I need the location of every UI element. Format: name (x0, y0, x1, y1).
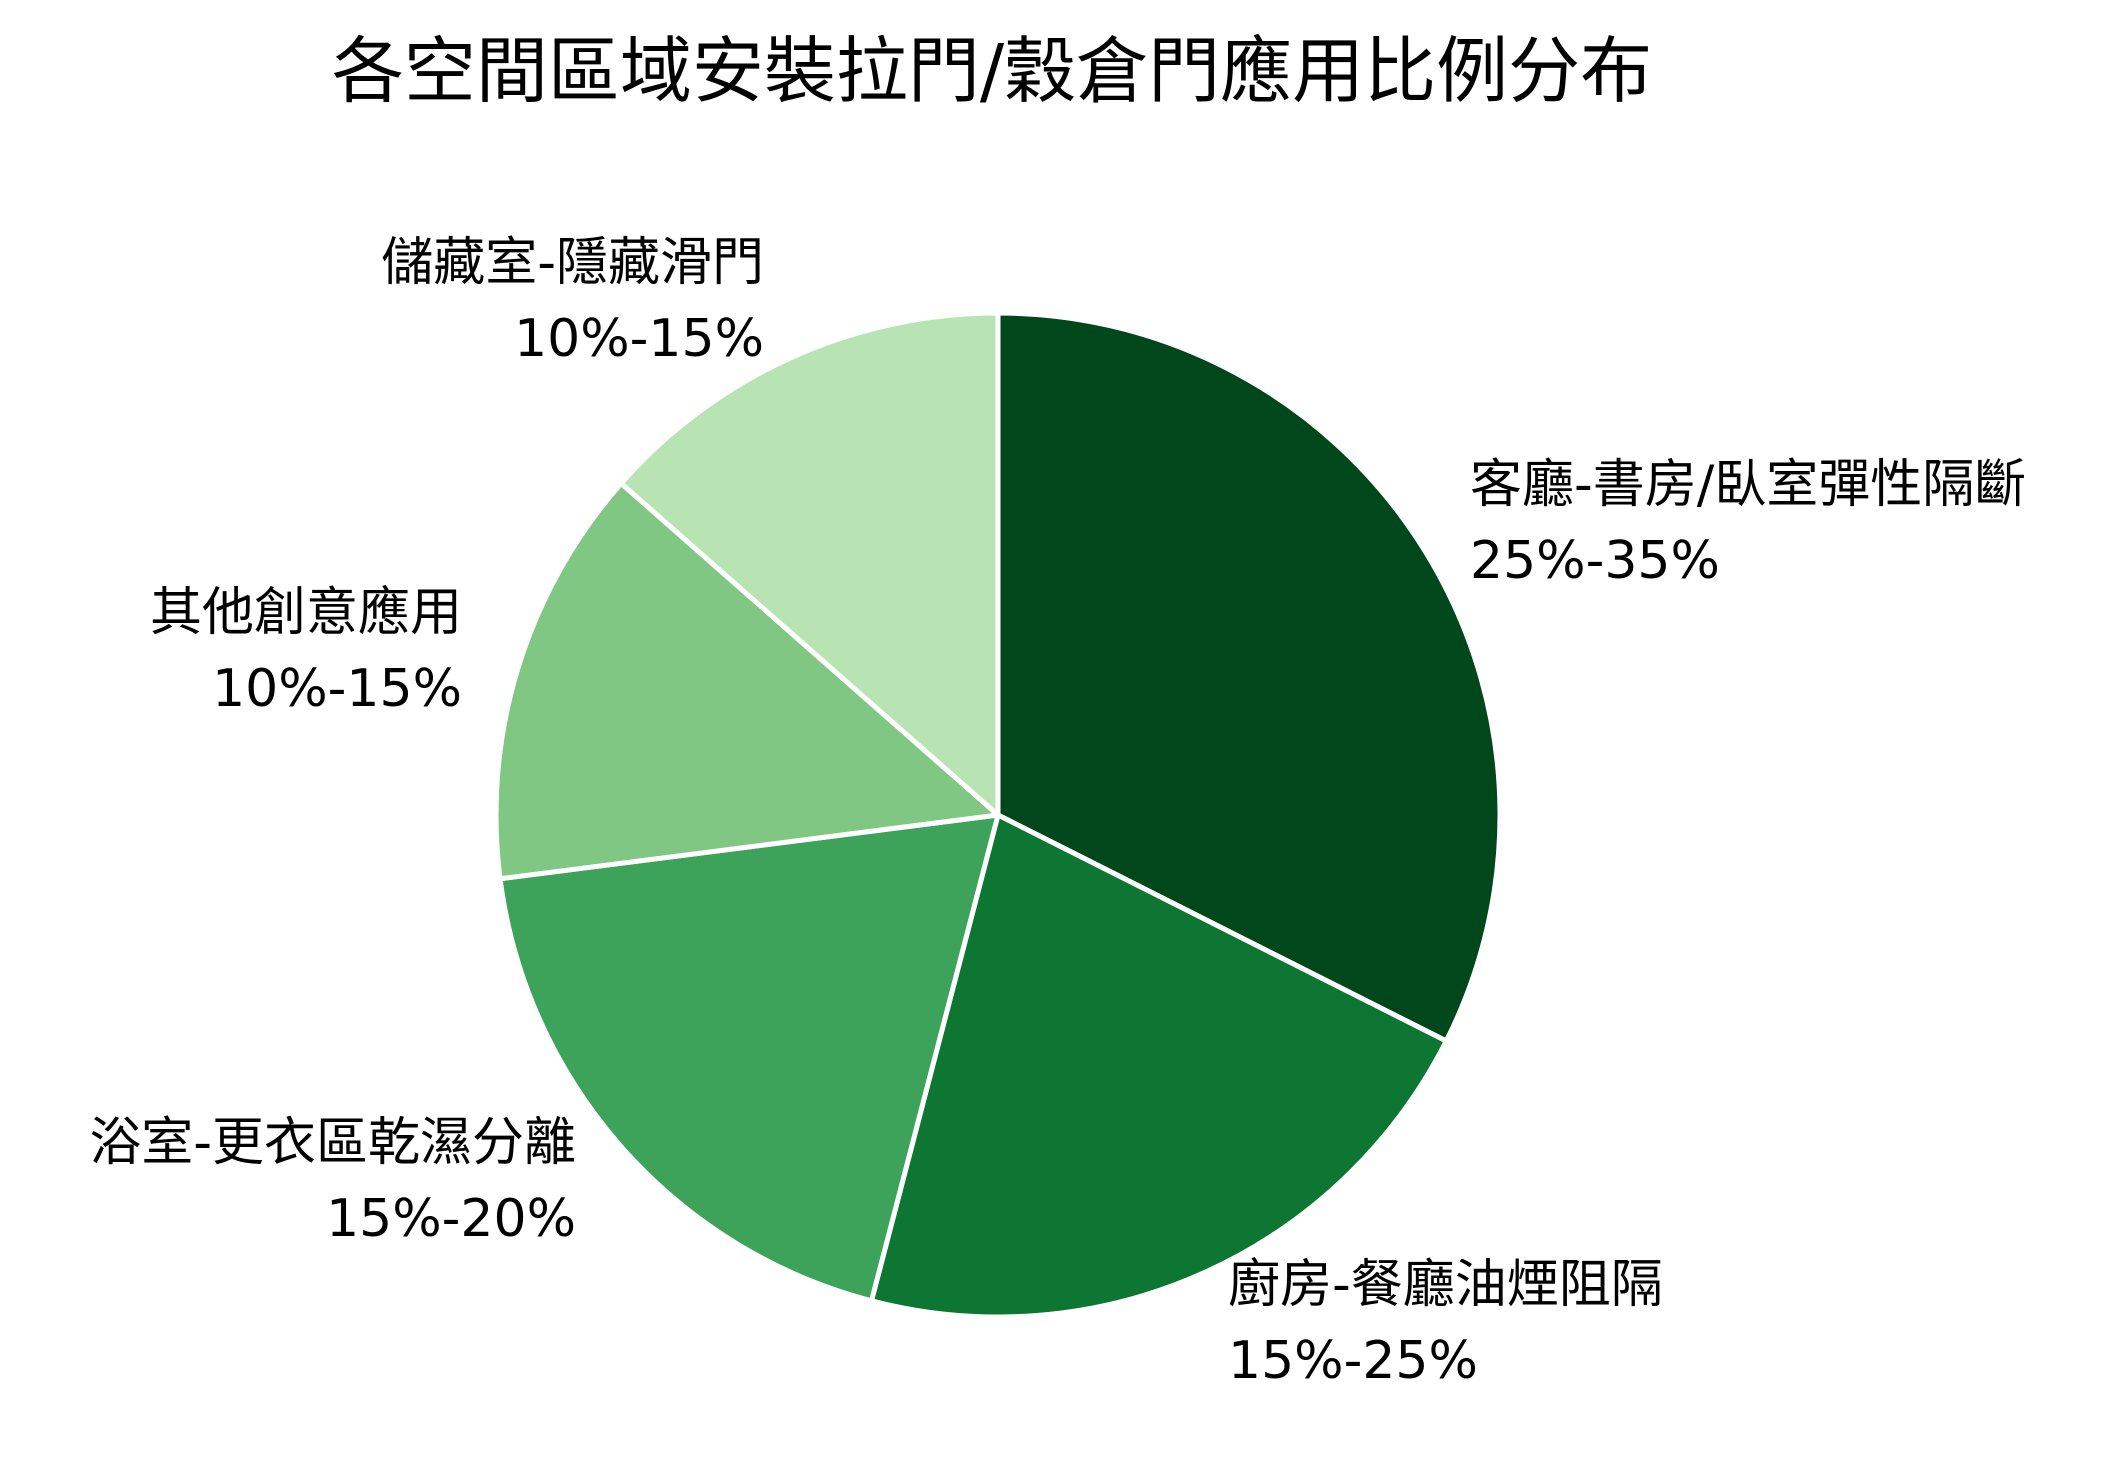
slice-label-4: 其他創意應用 (150, 583, 462, 643)
pie-slice-1 (995, 310, 1503, 1044)
slice-label-1: 客廳-書房/臥室彈性隔斷 (1470, 455, 2026, 515)
chart-title: 各空間區域安裝拉門/穀倉門應用比例分布 (332, 29, 1652, 113)
slice-range-1: 25%-35% (1470, 531, 1720, 591)
pie-slice-5 (618, 310, 1001, 818)
slice-label-5: 儲藏室-隱藏滑門 (381, 233, 764, 293)
slice-range-3: 15%-20% (326, 1189, 576, 1249)
slice-range-2: 15%-25% (1228, 1331, 1478, 1391)
slice-labels: 客廳-書房/臥室彈性隔斷 25%-35% 廚房-餐廳油煙阻隔 15%-25% 浴室-更衣… (89, 233, 2026, 1391)
slice-range-4: 10%-15% (212, 659, 462, 719)
pie-slice-2 (869, 812, 1449, 1320)
pie-slice-3 (497, 812, 1001, 1304)
pie-slices (493, 310, 1503, 1320)
slice-range-5: 10%-15% (514, 309, 764, 369)
slice-label-2: 廚房-餐廳油煙阻隔 (1228, 1255, 1663, 1315)
slice-label-3: 浴室-更衣區乾濕分離 (89, 1113, 576, 1173)
pie-slice-4 (493, 480, 1001, 882)
